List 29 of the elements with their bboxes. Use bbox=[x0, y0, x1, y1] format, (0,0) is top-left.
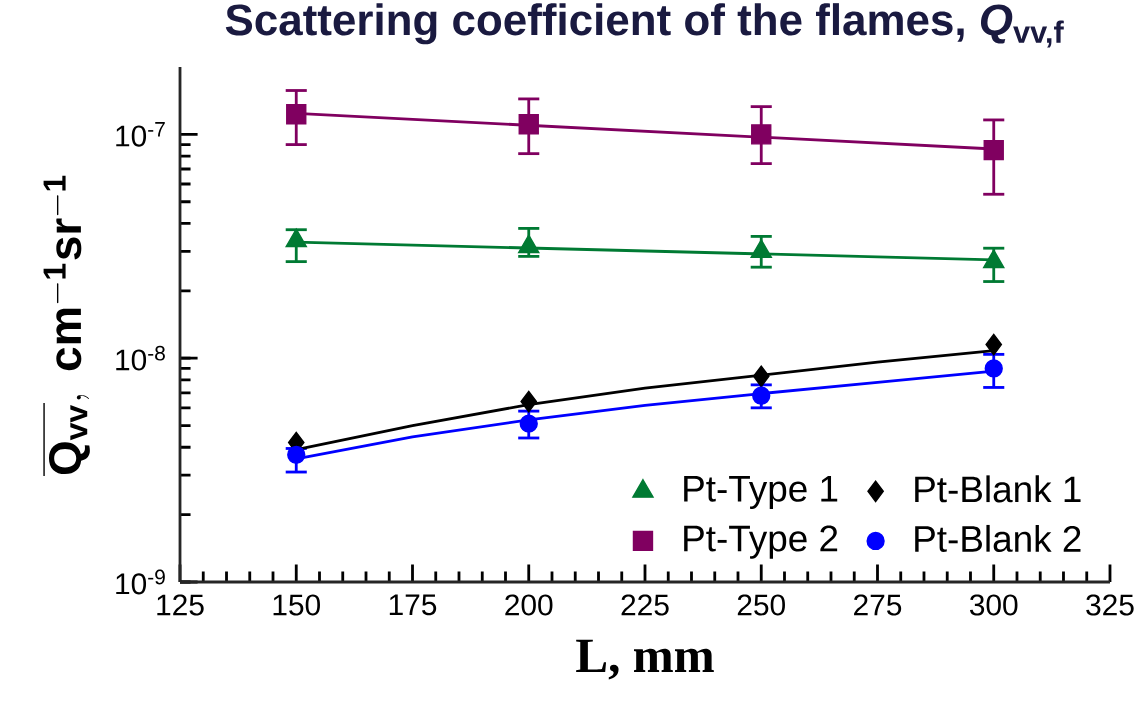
point bbox=[520, 390, 538, 413]
point bbox=[984, 359, 1003, 378]
x-tick-label: 325 bbox=[1086, 594, 1134, 616]
legend-label: Pt-Blank 2 bbox=[915, 524, 1081, 553]
x-tick-label: 275 bbox=[854, 594, 902, 616]
y-axis-title: $\overline{\mathbf{Q_{vv}}},\ \mathbf{cm^{-1}sr^{-1}}$ bbox=[43, 175, 90, 476]
point bbox=[287, 445, 306, 464]
legend-label: Pt-Blank 1 bbox=[915, 475, 1081, 503]
x-tick-label: 200 bbox=[505, 594, 553, 616]
point bbox=[751, 124, 772, 145]
x-tick-label: 125 bbox=[157, 594, 204, 616]
y-tick-label: 10$^{-8}$ bbox=[116, 345, 165, 371]
point bbox=[752, 365, 770, 388]
y-tick-label: 10$^{-7}$ bbox=[116, 122, 165, 147]
x-tick-label: 250 bbox=[737, 594, 785, 616]
point bbox=[286, 104, 307, 125]
legend-label: Pt-Type 2 bbox=[684, 525, 838, 559]
point bbox=[983, 139, 1004, 161]
x-tick-label: 225 bbox=[621, 594, 669, 616]
x-axis-title: L, mm bbox=[576, 639, 714, 680]
point bbox=[985, 333, 1003, 356]
point bbox=[518, 114, 539, 135]
x-tick-label: 175 bbox=[389, 594, 437, 616]
x-tick-label: 150 bbox=[273, 594, 320, 616]
y-tick-label: 10$^{-9}$ bbox=[116, 569, 165, 595]
legend-label: Pt-Type 1 bbox=[684, 476, 838, 510]
point bbox=[752, 386, 771, 405]
chart-title: Scattering coefficient of the flames, Q$_{vv,f}$ bbox=[225, 3, 1064, 48]
x-tick-label: 300 bbox=[969, 594, 1018, 616]
